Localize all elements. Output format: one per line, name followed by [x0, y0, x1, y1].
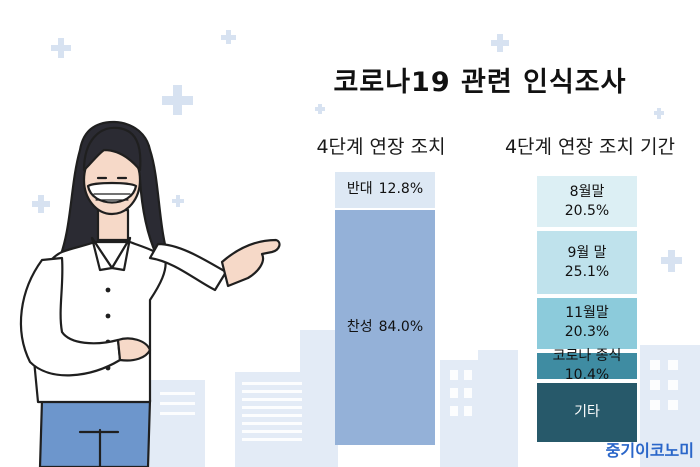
segment-label: 반대: [346, 181, 373, 198]
bar-segment: 기타: [537, 382, 637, 442]
building-windows: [160, 360, 678, 441]
bar-segment: 8월말 20.5%: [537, 176, 637, 228]
page-title: 코로나19 관련 인식조사: [333, 67, 627, 98]
segment-label: 코로나 종식: [552, 347, 622, 364]
segment-label: 찬성: [346, 318, 373, 335]
segment-value: 84.0%: [378, 318, 424, 335]
chart1-title: 4단계 연장 조치: [316, 136, 446, 158]
segment-label: 9월 말: [567, 244, 607, 261]
bar-segment: 9월 말 25.1%: [537, 231, 637, 294]
segment-value: 20.5%: [564, 202, 610, 219]
segment-label: 기타: [574, 403, 600, 420]
sparkle-icons: [32, 30, 682, 272]
brand-logo: 중기이코노미: [605, 441, 694, 460]
extension-period-bar: 8월말 20.5% 9월 말 25.1% 11월말 20.3% 코로나 종식 10.4% 기타: [537, 176, 637, 442]
extension-approval-bar: 반대 12.8% 찬성 84.0%: [335, 172, 435, 454]
segment-label: 11월말: [565, 305, 609, 322]
bar-segment: 반대 12.8%: [335, 172, 435, 208]
chart2-title: 4단계 연장 조치 기간: [504, 136, 676, 158]
segment-value: 20.3%: [564, 324, 610, 341]
segment-value: 10.4%: [564, 366, 610, 383]
bar-segment: 코로나 종식 10.4%: [537, 348, 637, 383]
segment-label: 8월말: [569, 183, 605, 200]
woman-illustration: [19, 120, 281, 467]
bar-segment: 찬성 84.0%: [335, 209, 435, 446]
bar-segment: 11월말 20.3%: [537, 298, 637, 349]
segment-value: 12.8%: [378, 181, 424, 198]
segment-value: 25.1%: [564, 263, 610, 280]
